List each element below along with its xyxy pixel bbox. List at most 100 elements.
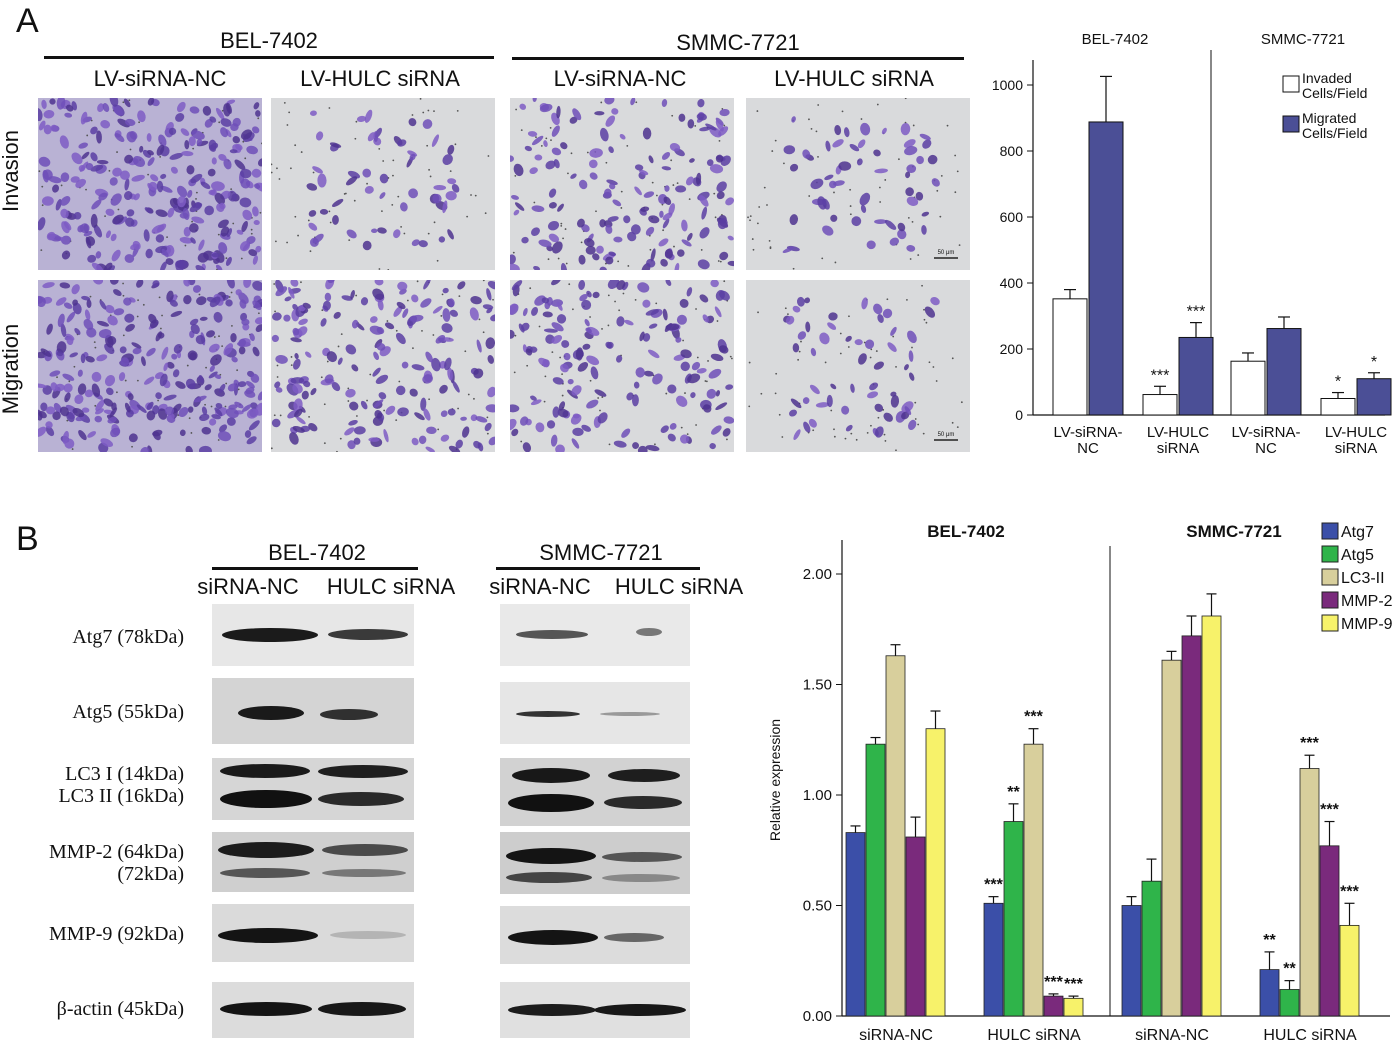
pore-dot (467, 393, 470, 396)
pore-dot (726, 438, 728, 441)
cell (439, 384, 448, 394)
bar (1259, 969, 1280, 1017)
cell (457, 281, 466, 290)
cell (674, 262, 680, 270)
pore-dot (457, 407, 459, 410)
cell (714, 306, 722, 318)
pore-dot (676, 182, 679, 185)
cell (563, 352, 571, 361)
cell (552, 406, 560, 418)
pore-dot (774, 139, 777, 142)
pore-dot (714, 216, 717, 219)
pore-dot (94, 346, 97, 349)
cell (214, 192, 226, 205)
blot-mmp2-bel7402 (212, 832, 414, 892)
pore-dot (433, 221, 436, 224)
cell (667, 384, 677, 394)
cell (395, 332, 406, 345)
cell (605, 224, 613, 234)
cell (438, 236, 446, 243)
cell (322, 300, 331, 311)
cell (201, 406, 208, 415)
cell (166, 361, 175, 369)
bar (925, 728, 946, 1017)
cell (42, 282, 55, 289)
cell (789, 409, 797, 417)
cell (661, 166, 672, 171)
bar (1052, 298, 1088, 416)
cell (414, 412, 425, 421)
pore-dot (673, 245, 675, 248)
cell (188, 136, 196, 147)
pore-dot (221, 109, 224, 112)
cell (599, 219, 606, 228)
cell (525, 348, 533, 356)
cell (252, 300, 262, 311)
cell (850, 383, 855, 393)
cell (187, 406, 194, 413)
cell (155, 331, 163, 342)
pore-dot (136, 379, 139, 382)
cell (719, 251, 729, 261)
pore-dot (723, 124, 726, 127)
pore-dot (259, 211, 262, 214)
cell (176, 101, 186, 113)
significance-label: ** (1007, 784, 1020, 801)
y-tick-label: 0.50 (803, 898, 832, 915)
cell (488, 436, 495, 446)
bar (1339, 924, 1360, 1017)
cell (75, 178, 87, 189)
pore-dot (839, 332, 842, 335)
blot-condition-label: siRNA-NC (489, 574, 591, 599)
pore-dot (847, 346, 850, 348)
pore-dot (161, 314, 163, 317)
pore-dot (276, 376, 279, 378)
cell (324, 292, 332, 302)
cell (160, 173, 167, 179)
cell (551, 334, 563, 344)
condition-label: LV-HULC siRNA (300, 66, 460, 91)
cell (204, 384, 212, 391)
bar (1201, 615, 1222, 1017)
significance-label: ** (1263, 932, 1276, 949)
cell (110, 233, 117, 242)
cell (60, 323, 67, 338)
cell (548, 233, 560, 243)
cell (71, 152, 83, 165)
micrograph-migration-smmc7721-hulc: 50 μm (746, 280, 970, 452)
x-tick-label: NC (1255, 440, 1277, 457)
pore-dot (892, 335, 895, 338)
pore-dot (122, 282, 124, 285)
pore-dot (620, 190, 623, 193)
cell (113, 289, 122, 297)
pore-dot (122, 101, 125, 104)
pore-dot (547, 258, 550, 261)
pore-dot (416, 280, 419, 283)
cell (98, 192, 108, 201)
cell (581, 424, 592, 432)
blot-group-header-bel7402: BEL-7402 (268, 540, 366, 565)
pore-dot (429, 175, 432, 178)
pore-dot (308, 416, 310, 418)
y-tick-label: 400 (1000, 275, 1024, 291)
cell (200, 181, 211, 190)
blot-band (318, 792, 404, 806)
bar (1356, 378, 1392, 416)
cell (825, 140, 831, 152)
cell (639, 169, 649, 176)
pore-dot (559, 356, 562, 359)
cell (582, 343, 591, 350)
cell (113, 308, 125, 316)
pore-dot (432, 334, 435, 336)
pore-dot (484, 212, 487, 215)
pore-dot (562, 237, 564, 240)
pore-dot (428, 168, 430, 171)
cell (808, 418, 817, 428)
pore-dot (713, 192, 716, 195)
cell (163, 362, 169, 372)
pore-dot (309, 250, 312, 253)
pore-dot (792, 267, 795, 270)
cell (81, 151, 90, 160)
pore-dot (428, 398, 431, 401)
cell (238, 338, 246, 348)
